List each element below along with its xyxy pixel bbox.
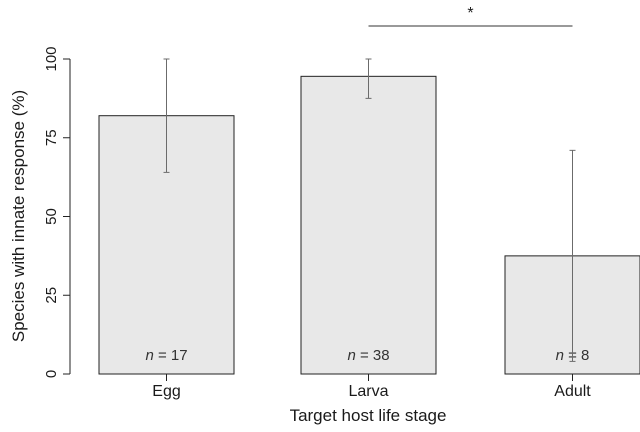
error-bar (365, 58, 372, 99)
n-label: n = 17 (145, 347, 187, 364)
y-axis-label: Species with innate response (%) (9, 90, 28, 342)
y-tick-label: 0 (43, 370, 60, 378)
x-tick-label: Larva (348, 383, 388, 400)
x-tick-label: Egg (152, 383, 180, 400)
x-tick-label: Adult (554, 383, 591, 400)
error-bar (163, 58, 170, 173)
x-axis-label: Target host life stage (290, 406, 447, 425)
y-tick-label: 75 (43, 129, 60, 146)
y-tick-label: 100 (43, 46, 60, 71)
bar-larva (300, 75, 437, 375)
significance-label: * (467, 5, 473, 22)
error-bar (569, 149, 576, 362)
y-tick-label: 50 (43, 208, 60, 225)
y-axis: 0 25 50 75 100 (43, 46, 71, 378)
n-label: n = 8 (556, 347, 590, 364)
significance-bracket: * (368, 5, 573, 27)
bars: n = 17 n = 38 n = 8 (98, 75, 640, 375)
error-bars (163, 58, 576, 362)
x-axis: Egg Larva Adult (152, 374, 591, 400)
y-tick-label: 25 (43, 287, 60, 304)
n-label: n = 38 (347, 347, 389, 364)
